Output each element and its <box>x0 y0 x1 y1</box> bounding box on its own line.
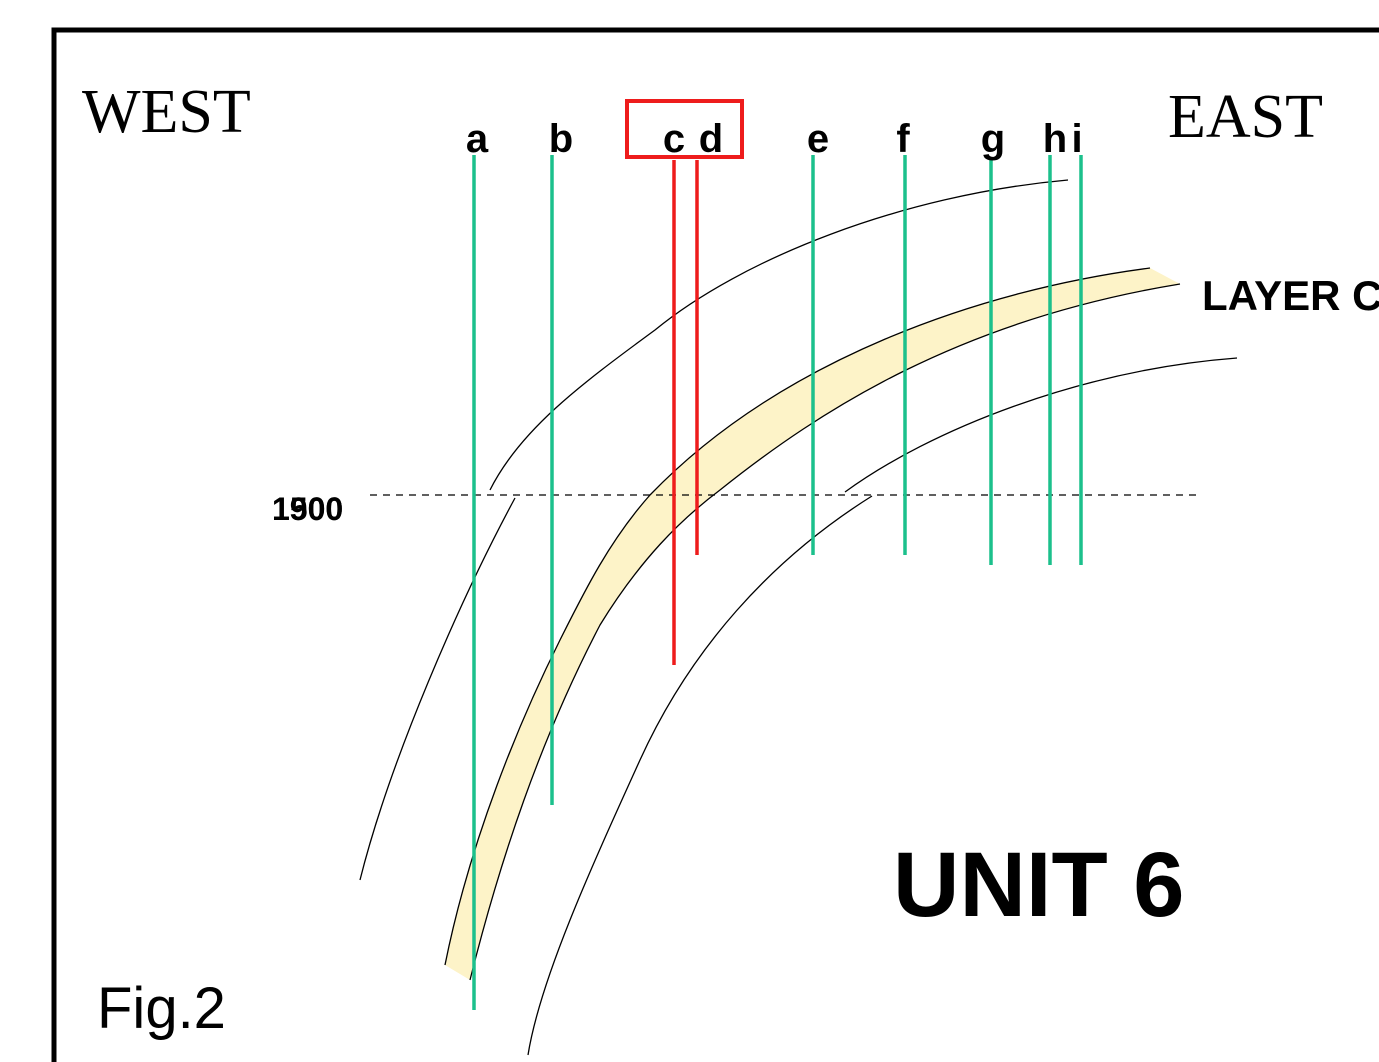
east-label: EAST <box>1168 83 1323 151</box>
west-label: WEST <box>82 78 251 146</box>
figure-label: Fig.2 <box>97 976 226 1041</box>
well-label: f <box>896 117 910 161</box>
depth-label: 1500 <box>272 491 343 527</box>
well-label: e <box>807 117 829 161</box>
layer-label: LAYER C <box>1202 272 1379 319</box>
well-label: d <box>699 117 723 161</box>
well-label: g <box>981 117 1005 161</box>
upper-horizon-lower <box>359 497 516 881</box>
wells <box>472 155 1083 1010</box>
lower-horizon <box>844 357 1238 493</box>
depth-label: 1900 <box>272 491 343 527</box>
frame <box>51 27 1379 1062</box>
well-label: i <box>1071 117 1082 161</box>
highlight-box <box>625 99 744 159</box>
layer-top <box>444 267 1151 966</box>
unit-label: UNIT 6 <box>893 834 1184 936</box>
well-label: c <box>663 117 685 161</box>
upper-horizon <box>489 179 1069 491</box>
well-label: b <box>549 117 573 161</box>
lower-horizon-lower <box>527 495 873 1056</box>
well-label: a <box>466 117 489 161</box>
well-label: h <box>1043 117 1067 161</box>
